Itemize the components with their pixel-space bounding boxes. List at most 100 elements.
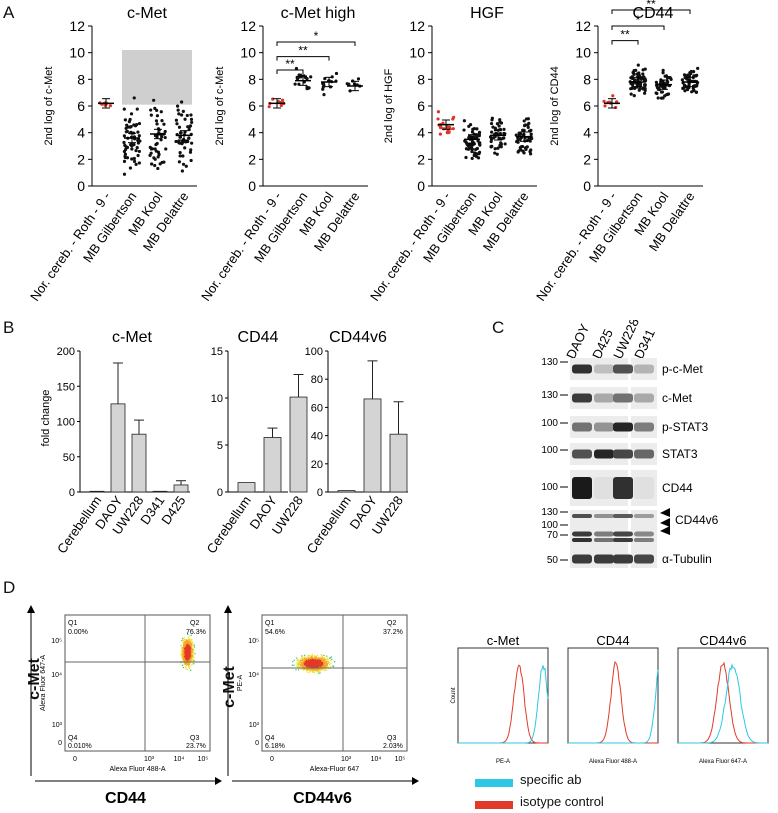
data-point — [177, 125, 182, 129]
data-point — [463, 139, 467, 143]
flow-event — [317, 670, 319, 672]
y-tick-label: 8 — [583, 71, 591, 87]
flow-event — [187, 660, 190, 662]
data-point — [495, 122, 500, 126]
flow-event — [300, 660, 302, 662]
flow-event — [183, 655, 185, 657]
flow-event — [310, 662, 312, 664]
significance-stars: ** — [620, 28, 630, 42]
flow-event — [308, 668, 310, 671]
flow-event — [300, 661, 302, 663]
y-tick-label: 0 — [217, 487, 223, 499]
y-tick-label: 12 — [575, 18, 591, 34]
flow-event — [299, 662, 301, 664]
flow-event — [190, 658, 192, 661]
data-point — [503, 142, 507, 146]
blot-band — [572, 538, 592, 542]
blot-band — [572, 514, 592, 518]
band-arrowhead — [660, 518, 670, 527]
data-point — [476, 133, 481, 137]
data-point — [175, 122, 179, 126]
flow-event — [310, 656, 312, 658]
data-point — [529, 128, 533, 133]
flow-event — [313, 672, 316, 674]
data-point — [451, 127, 455, 131]
flow-event — [188, 666, 190, 669]
flow-event — [319, 671, 321, 673]
blot-row-2: 100 p-STAT3 — [541, 416, 709, 438]
data-point — [629, 87, 633, 91]
flow-event — [311, 659, 313, 661]
flow-event — [185, 668, 187, 670]
q3-value: 23.7% — [186, 743, 206, 750]
molecular-weight-marker: 100 — [541, 445, 558, 456]
flow-x-tick: 10³ — [341, 756, 352, 763]
flow-event — [188, 637, 190, 639]
blot-band — [594, 449, 614, 459]
flow-event — [318, 658, 320, 660]
blot-band — [613, 554, 633, 564]
data-point — [132, 96, 136, 100]
flow-event — [185, 659, 187, 661]
flow-event — [323, 661, 325, 663]
flow-event — [184, 658, 186, 660]
significance-bracket — [611, 25, 665, 30]
bar — [363, 398, 382, 493]
flow-event — [184, 641, 186, 643]
blot-row-label: c-Met — [662, 391, 693, 405]
data-point — [499, 141, 503, 145]
data-point — [179, 100, 184, 104]
histogram-y-label: Count — [451, 687, 457, 703]
y-tick-label: 15 — [211, 346, 223, 358]
histogram-1: CD44 Alexa Fluor 488-A — [567, 633, 659, 765]
data-point — [356, 77, 361, 81]
flow-event — [188, 645, 190, 647]
flow-event — [307, 657, 309, 660]
flow-event — [185, 649, 187, 651]
flow-event — [182, 666, 185, 669]
flow-event — [185, 646, 188, 648]
flow-event — [188, 642, 191, 645]
flow-event — [324, 667, 326, 670]
data-point — [180, 169, 184, 173]
flow-event — [186, 644, 188, 646]
y-tick-label: 12 — [69, 18, 85, 34]
flow-event — [305, 665, 308, 667]
y-tick-label: 12 — [409, 18, 425, 34]
data-point — [661, 68, 665, 72]
flow-event — [331, 658, 333, 661]
flow-event — [191, 639, 193, 641]
flow-event — [183, 654, 185, 656]
flow-event — [303, 665, 306, 667]
data-point — [188, 150, 193, 154]
flow-event — [189, 653, 191, 655]
flow-event — [186, 645, 189, 647]
y-tick-label: 4 — [248, 125, 256, 141]
flow-x-tick: 10⁵ — [198, 756, 209, 763]
data-point — [347, 82, 351, 86]
flow-event — [296, 665, 299, 667]
data-point — [181, 162, 186, 166]
flow-event — [189, 659, 191, 661]
data-point — [515, 140, 519, 144]
data-point — [156, 155, 160, 159]
data-point — [465, 141, 469, 145]
flow-event — [187, 654, 189, 657]
y-tick-label: 6 — [583, 98, 591, 114]
flow-event — [181, 650, 183, 652]
flow-event — [188, 651, 191, 653]
flow-x-side-label: CD44 — [105, 790, 146, 807]
data-point — [696, 66, 700, 70]
data-point — [683, 76, 687, 80]
data-point — [495, 152, 499, 156]
flow-event — [305, 659, 308, 662]
flow-event — [308, 661, 310, 663]
flow-event — [186, 639, 188, 642]
data-point — [163, 135, 167, 140]
flow-event — [320, 656, 322, 659]
data-point — [153, 134, 158, 138]
flow-event — [306, 661, 309, 663]
blot-band — [613, 514, 633, 518]
